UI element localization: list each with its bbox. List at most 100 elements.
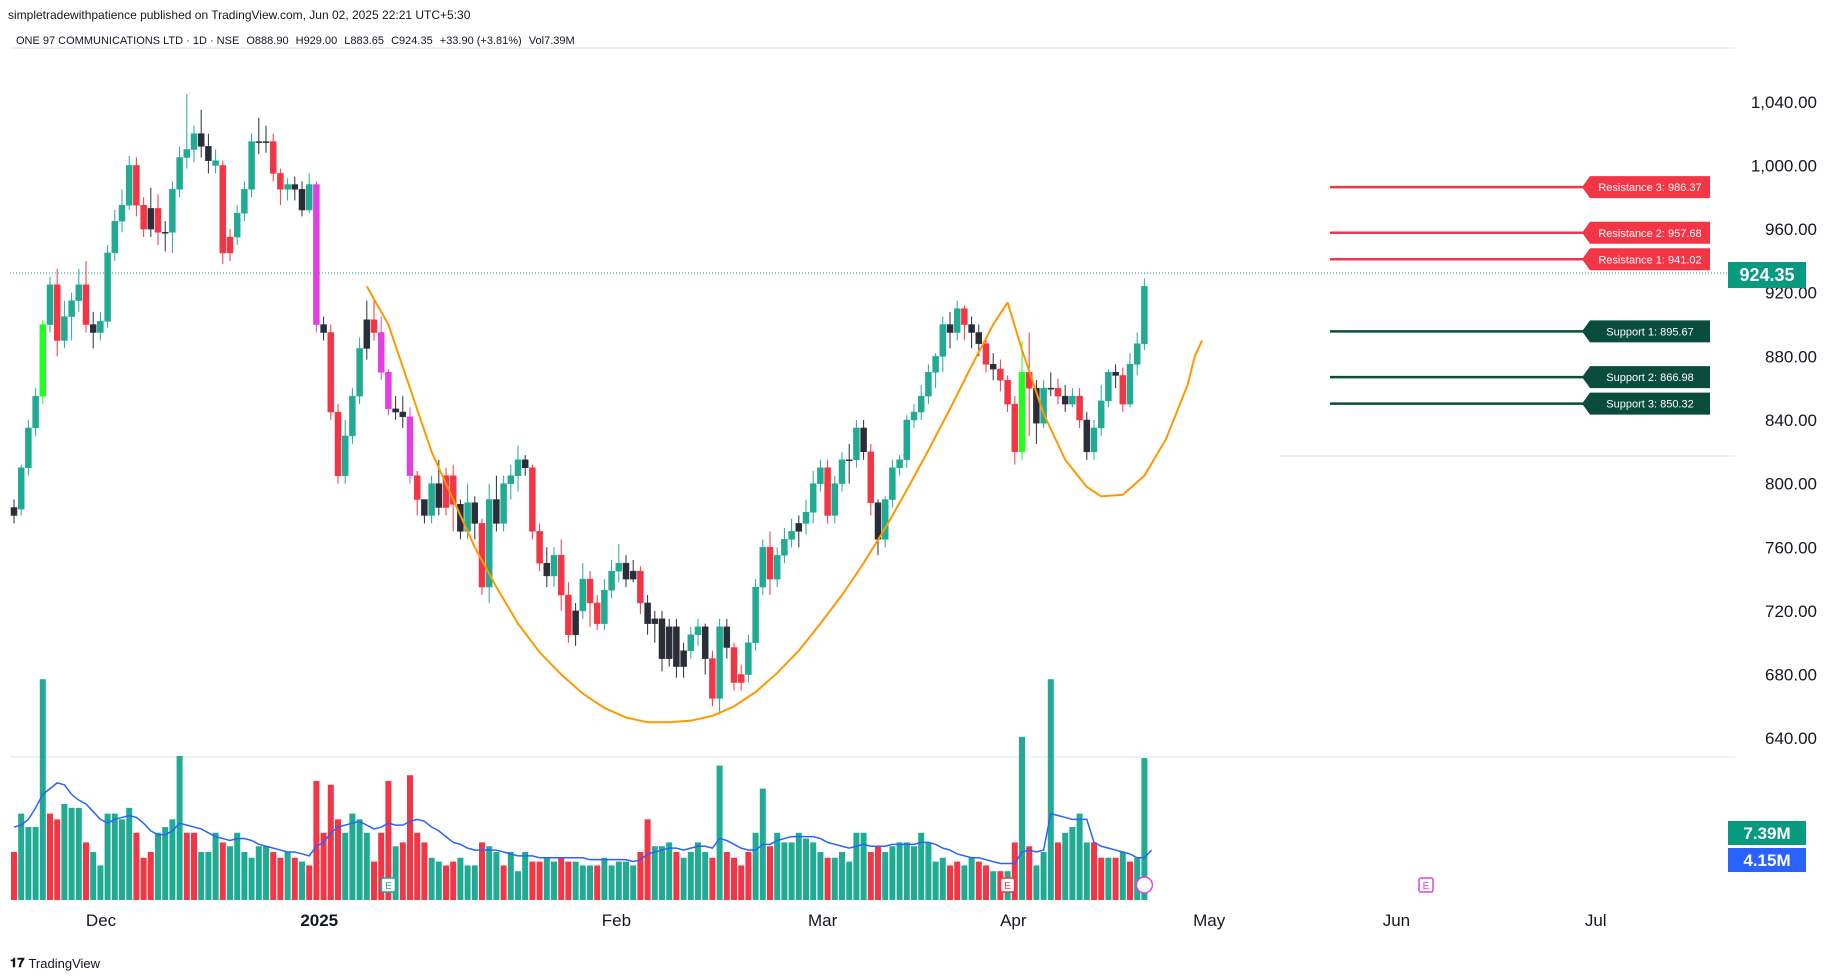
candle-body	[896, 459, 903, 468]
candle-body	[1033, 387, 1040, 424]
x-tick-label: Dec	[86, 911, 117, 930]
volume-bar	[947, 865, 953, 900]
support-label-bg	[1582, 366, 1710, 389]
candle-body	[831, 483, 839, 516]
candle-body	[313, 184, 320, 325]
candle-body	[543, 562, 551, 577]
volume-bar	[1062, 832, 1069, 900]
candle-body	[1004, 379, 1011, 405]
volume-value: Vol7.39M	[528, 35, 575, 47]
candle-body	[853, 427, 860, 461]
volume-bar	[1076, 813, 1083, 900]
candle-body	[212, 160, 219, 166]
earnings-marker-icon	[999, 877, 1016, 893]
volume-bar	[687, 852, 694, 900]
candle-body	[262, 141, 270, 143]
candle-body	[601, 589, 608, 624]
volume-bar	[1141, 758, 1148, 900]
cup-handle-curves	[365, 285, 1203, 724]
volume-bar	[565, 861, 572, 900]
volume-bar	[97, 865, 104, 900]
volume-bar	[723, 852, 730, 900]
volume-bar	[54, 819, 61, 900]
volume-bar	[421, 842, 428, 900]
volume-bar	[428, 857, 435, 900]
y-tick-label: 960.00	[1765, 220, 1817, 239]
y-tick-label: 640.00	[1765, 729, 1817, 748]
volume-bar	[731, 857, 737, 900]
cup-curve	[365, 285, 1009, 724]
volume-bar	[601, 857, 608, 900]
volume-bar	[399, 842, 406, 900]
volume-bar	[464, 865, 471, 900]
candle-body	[1047, 387, 1055, 390]
resistance-label: Resistance 2: 957.68	[1598, 228, 1701, 240]
candle-body	[493, 499, 500, 524]
earnings-marker-letter: E	[1004, 881, 1011, 892]
candle-body	[709, 658, 716, 699]
volume-bar	[493, 852, 500, 900]
symbol-name[interactable]: ONE 97 COMMUNICATIONS LTD · 1D · NSE	[16, 35, 240, 47]
volume-bar	[889, 846, 896, 900]
volume-bar	[18, 813, 25, 900]
candle-body	[219, 165, 227, 254]
volume-bar	[507, 852, 514, 900]
candle-body	[1141, 286, 1148, 344]
candle-body	[745, 642, 752, 675]
volume-bar	[515, 871, 521, 900]
candle-body	[622, 562, 630, 580]
volume-bar	[1055, 842, 1061, 900]
candle-body	[961, 308, 968, 325]
candle-body	[845, 459, 853, 462]
candle-body	[68, 300, 75, 317]
candle-body	[421, 499, 428, 516]
volume-bar	[234, 832, 241, 900]
candle-body	[946, 324, 954, 333]
candle-body	[1119, 375, 1127, 405]
volume-bar	[356, 819, 363, 900]
volume-bar	[925, 842, 932, 900]
volume-bar	[767, 846, 773, 900]
candle-body	[680, 650, 687, 667]
candle-body	[1018, 372, 1026, 453]
candle-body	[730, 647, 738, 683]
candle-body	[550, 554, 558, 577]
volume-bar	[443, 865, 449, 900]
volume-bar	[11, 852, 17, 900]
volume-bar	[990, 871, 997, 900]
volume-bar	[371, 861, 377, 900]
candle-body	[385, 372, 392, 410]
candle-body	[61, 316, 68, 341]
candle-body	[997, 368, 1004, 381]
volume-bar	[623, 861, 629, 900]
candle-body	[673, 626, 680, 667]
candle-body	[809, 483, 817, 513]
volume-bar	[450, 861, 457, 900]
volume-bar	[219, 842, 226, 900]
volume-bar	[1083, 842, 1090, 900]
x-tick-label: May	[1193, 911, 1226, 930]
candle-body	[781, 539, 788, 556]
candle-body	[557, 554, 565, 596]
candle-body	[413, 475, 421, 500]
volume-bar	[392, 846, 399, 900]
volume-bar	[1011, 842, 1018, 900]
candle-body	[529, 467, 536, 532]
candle-body	[766, 547, 774, 580]
candle-body	[788, 531, 795, 540]
candle-body	[644, 602, 651, 624]
tradingview-brand[interactable]: 𝟏𝟕 TradingView	[10, 955, 100, 971]
candle-body	[917, 395, 925, 413]
volume-ma	[13, 782, 1153, 865]
volume-bar	[255, 846, 262, 900]
candle-body	[169, 189, 176, 233]
candle-body	[118, 204, 126, 222]
candle-body	[133, 165, 140, 206]
candle-body	[291, 184, 299, 190]
candle-body	[233, 212, 241, 238]
candle-body	[82, 284, 90, 325]
volume-bar	[212, 832, 219, 900]
candle-body	[536, 531, 543, 564]
candle-body	[637, 570, 644, 604]
